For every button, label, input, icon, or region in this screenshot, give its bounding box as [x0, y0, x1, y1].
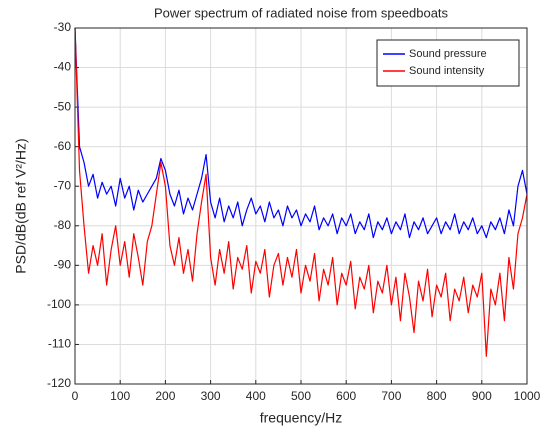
- y-tick-label: -40: [54, 60, 72, 74]
- y-tick-label: -70: [54, 178, 72, 192]
- y-tick-label: -30: [54, 20, 72, 34]
- x-tick-label: 300: [201, 389, 221, 403]
- series-line: [74, 27, 528, 357]
- y-axis-label: PSD/dB(dB ref V²/Hz): [13, 138, 29, 273]
- x-tick-label: 500: [291, 389, 311, 403]
- x-tick-label: 900: [472, 389, 492, 403]
- plot-frame: [74, 27, 528, 385]
- legend: Sound pressure Sound intensity: [376, 39, 520, 87]
- x-tick-label: 700: [381, 389, 401, 403]
- y-tick-label: -90: [54, 258, 72, 272]
- x-axis-label: frequency/Hz: [260, 410, 342, 426]
- x-tick-label: 0: [72, 389, 79, 403]
- x-tick-label: 400: [246, 389, 266, 403]
- x-tick-label: 200: [155, 389, 175, 403]
- y-tick-label: -60: [54, 139, 72, 153]
- y-tick-label: -100: [47, 297, 71, 311]
- y-tick-label: -50: [54, 99, 72, 113]
- y-tick-label: -80: [54, 218, 72, 232]
- chart-title: Power spectrum of radiated noise from sp…: [154, 5, 449, 20]
- legend-box: [376, 39, 520, 87]
- legend-label: Sound pressure: [409, 48, 487, 60]
- series-line: [74, 27, 528, 239]
- y-tick-label: -120: [47, 376, 71, 390]
- legend-label: Sound intensity: [409, 65, 485, 77]
- x-tick-label: 100: [110, 389, 130, 403]
- x-tick-label: 800: [427, 389, 447, 403]
- x-tick-label: 1000: [514, 389, 541, 403]
- x-tick-label: 600: [336, 389, 356, 403]
- y-tick-label: -110: [48, 337, 71, 351]
